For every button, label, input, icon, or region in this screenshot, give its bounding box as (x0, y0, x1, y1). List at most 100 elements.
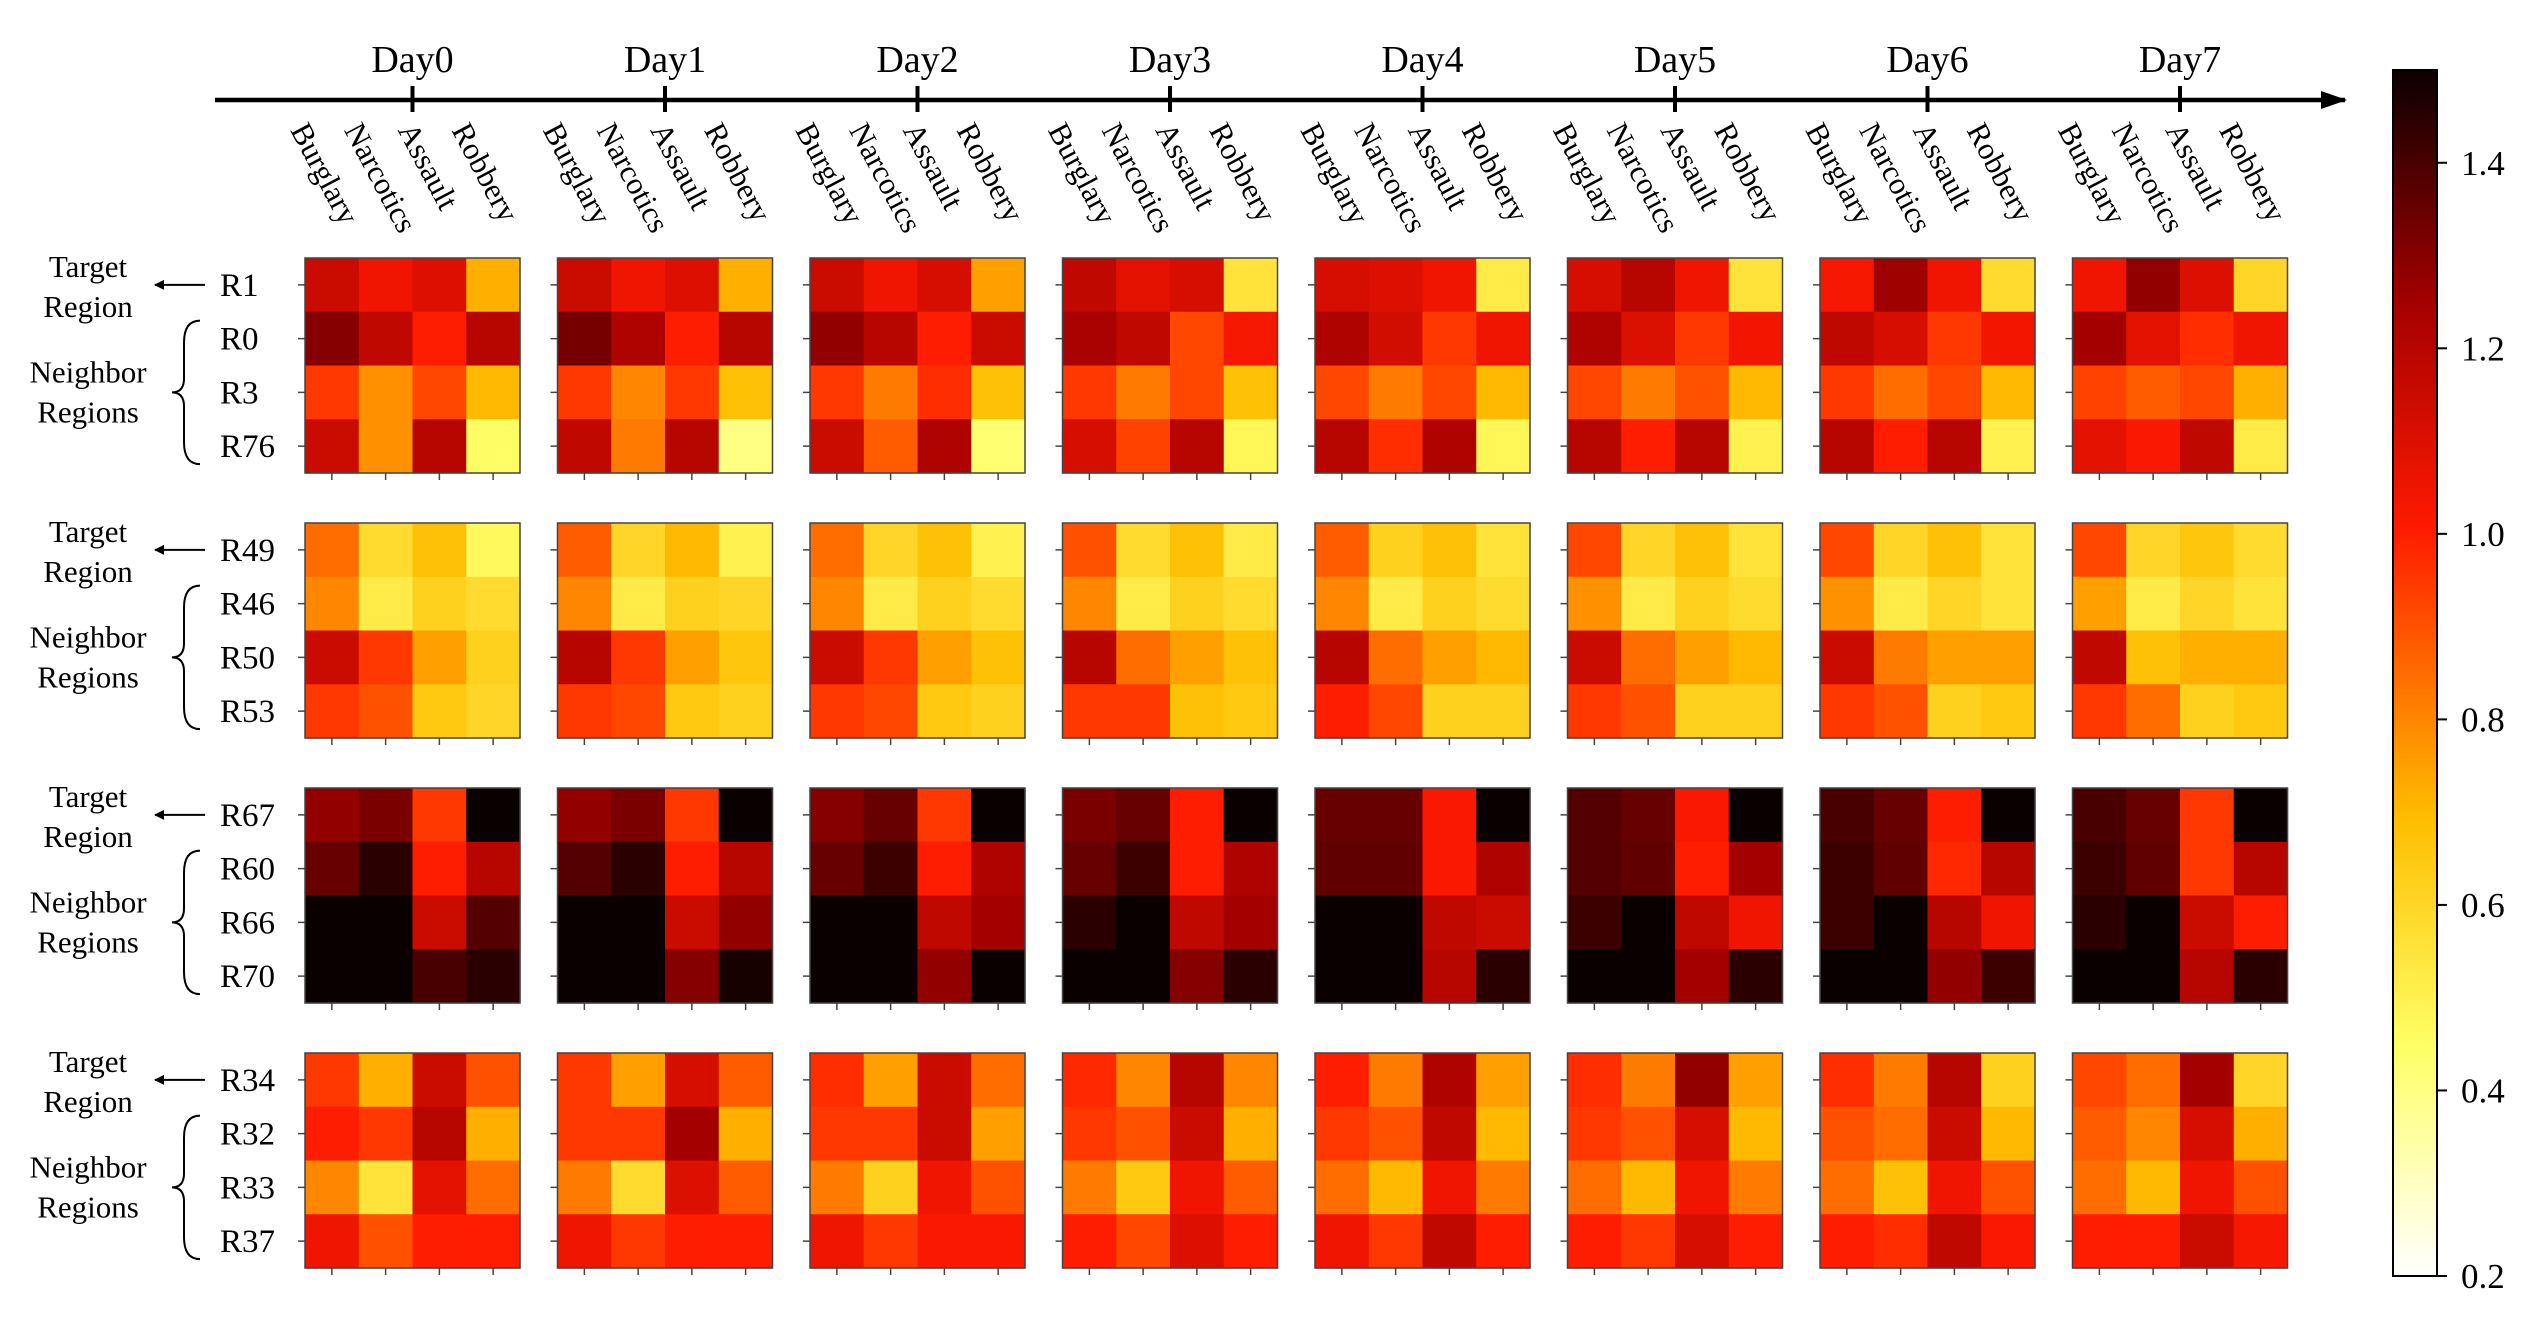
heatmap-cell (665, 1160, 720, 1215)
region-row-label: R3 (220, 375, 259, 411)
panel-frame (1061, 787, 1279, 1004)
heatmap-cell (917, 576, 972, 632)
heatmap-cell (2180, 1214, 2235, 1269)
heatmap-cell (1675, 258, 1730, 313)
heatmap-cell (412, 258, 467, 313)
heatmap-cell (412, 841, 467, 897)
heatmap-panel (1055, 1052, 1279, 1275)
heatmap-cell (412, 523, 467, 578)
heatmap-cell (718, 419, 774, 474)
panel-frame (1061, 1052, 1279, 1269)
heatmap-cell (1422, 1160, 1477, 1215)
heatmap-cell (1223, 419, 1279, 474)
heatmap-cell (1476, 576, 1531, 632)
heatmap-cell (917, 365, 972, 420)
heatmap-panel (803, 257, 1026, 480)
heatmap-cell (1621, 841, 1676, 897)
neighbor-brace (171, 584, 201, 731)
heatmap-panel (1055, 257, 1279, 480)
neighbor-regions-label: Regions (37, 659, 139, 694)
region-row-label: R34 (220, 1063, 275, 1099)
heatmap-cell (611, 365, 666, 420)
heatmap-cell (1062, 895, 1117, 950)
heatmap-cell (611, 949, 666, 1004)
heatmap-cell (1567, 949, 1622, 1004)
heatmap-panel (550, 522, 774, 745)
heatmap-cell (718, 1053, 774, 1108)
heatmap-cell (1368, 841, 1424, 897)
heatmap-cell (1368, 365, 1424, 420)
heatmap-cell (1873, 630, 1929, 685)
heatmap-cell (917, 630, 972, 685)
day-label: Day6 (1886, 39, 1968, 81)
heatmap-cell (1476, 788, 1531, 843)
heatmap-cell (1728, 788, 1784, 843)
heatmap-cell (2072, 576, 2127, 632)
heatmap-cell (2126, 311, 2181, 367)
heatmap-cell (1315, 788, 1370, 843)
heatmap-cell (1728, 841, 1784, 897)
heatmap-cell (917, 895, 972, 950)
heatmap-cell (665, 949, 720, 1004)
heatmap-cell (466, 949, 521, 1004)
heatmap-cell (1368, 1160, 1424, 1215)
heatmap-cell (2126, 258, 2181, 313)
heatmap-cell (1820, 365, 1875, 420)
heatmap-cell (1675, 684, 1730, 739)
heatmap-cell (1476, 630, 1531, 685)
heatmap-cell (412, 1053, 467, 1108)
heatmap-cell (611, 1053, 666, 1108)
heatmap-cell (1873, 523, 1929, 578)
heatmap-cell (1422, 630, 1477, 685)
heatmap-cell (1621, 523, 1676, 578)
heatmap-cell (1728, 419, 1784, 474)
heatmap-cell (2126, 684, 2181, 739)
heatmap-cell (665, 630, 720, 685)
heatmap-cell (1116, 365, 1171, 420)
heatmap-cell (1062, 365, 1117, 420)
heatmap-cell (1476, 684, 1531, 739)
heatmap-cell (1422, 311, 1477, 367)
day-label: Day4 (1381, 39, 1463, 81)
heatmap-cell (1422, 523, 1477, 578)
heatmap-panel (1560, 522, 1784, 745)
heatmap-panel (2065, 522, 2289, 745)
heatmap-cell (412, 365, 467, 420)
heatmap-cell (1728, 1106, 1784, 1162)
heatmap-cell (557, 258, 612, 313)
heatmap-cell (305, 576, 360, 632)
heatmap-cell (611, 311, 666, 367)
heatmap-cell (1368, 949, 1424, 1004)
heatmap-cell (971, 576, 1026, 632)
heatmap-cell (1170, 1053, 1225, 1108)
heatmap-cell (412, 419, 467, 474)
category-label: Robbery (950, 117, 1031, 228)
heatmap-cell (2126, 1214, 2181, 1269)
heatmap-panel (1560, 1052, 1784, 1275)
heatmap-cell (557, 419, 612, 474)
heatmap-cell (665, 1106, 720, 1162)
heatmap-cell (466, 684, 521, 739)
heatmap-cell (1981, 258, 2036, 313)
heatmap-cell (2180, 365, 2235, 420)
heatmap-cell (2233, 576, 2289, 632)
heatmap-cell (358, 1214, 414, 1269)
heatmap-cell (466, 419, 521, 474)
heatmap-cell (1873, 365, 1929, 420)
heatmap-panel (803, 1052, 1026, 1275)
heatmap-cell (412, 311, 467, 367)
heatmap-panel (1813, 1052, 2036, 1275)
heatmap-cell (1927, 1160, 1982, 1215)
colorbar-gradient (2392, 69, 2438, 1277)
heatmap-cell (1170, 523, 1225, 578)
panel-frame (1314, 787, 1531, 1004)
heatmap-cell (1873, 1053, 1929, 1108)
heatmap-cell (412, 1160, 467, 1215)
heatmap-cell (1621, 630, 1676, 685)
day-label: Day0 (371, 39, 453, 81)
heatmap-cell (1476, 949, 1531, 1004)
heatmap-cell (2233, 523, 2289, 578)
heatmap-cell (2072, 1106, 2127, 1162)
heatmap-cell (1476, 1053, 1531, 1108)
region-row-label: R33 (220, 1170, 275, 1206)
